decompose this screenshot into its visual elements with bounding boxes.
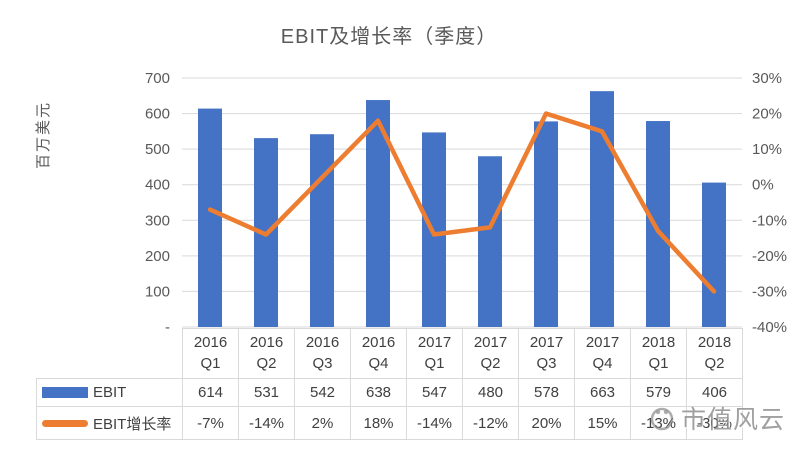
series-row-ebit: EBIT 614 531 542 638 547 480 578 663 579 406 xyxy=(36,378,743,407)
growth-legend-swatch xyxy=(42,419,88,427)
value-cell: -14% xyxy=(238,406,295,440)
value-cell: -12% xyxy=(462,406,519,440)
right-axis-tick: 0% xyxy=(752,177,774,194)
right-axis-tick: -20% xyxy=(752,248,787,265)
category-cell: 2017 Q3 xyxy=(518,328,575,379)
value-cell: 542 xyxy=(294,378,351,407)
ebit-bar-2017-q2 xyxy=(478,156,502,327)
left-axis-tick: 700 xyxy=(145,70,170,87)
category-cell: 2017 Q2 xyxy=(462,328,519,379)
value-cell: -7% xyxy=(182,406,239,440)
category-cell: 2018 Q2 xyxy=(686,328,743,379)
growth-line xyxy=(207,111,717,294)
value-cell: 406 xyxy=(686,378,743,407)
value-cell: 614 xyxy=(182,378,239,407)
left-axis-tick: 200 xyxy=(145,248,170,265)
growth-rate-line xyxy=(207,111,717,294)
series-name-label: EBIT xyxy=(93,384,127,401)
ebit-bar-2018-q2 xyxy=(702,182,726,327)
value-cell: -14% xyxy=(406,406,463,440)
value-cell: 578 xyxy=(518,378,575,407)
ebit-legend-swatch xyxy=(42,387,88,398)
ebit-bar-2017-q3 xyxy=(534,121,558,327)
category-cell: 2016 Q2 xyxy=(238,328,295,379)
value-cell: 663 xyxy=(574,378,631,407)
category-cell: 2016 Q3 xyxy=(294,328,351,379)
data-table: 2016 Q1 2016 Q2 2016 Q3 2016 Q4 2017 Q1 2017 Q2 2017… xyxy=(36,328,743,440)
value-cell: -13% xyxy=(630,406,687,440)
series-name-label: EBIT增长率 xyxy=(93,415,172,433)
right-axis-tick: -30% xyxy=(752,283,787,300)
left-axis-tick: 100 xyxy=(145,283,170,300)
series-row-growth: EBIT增长率 -7% -14% 2% 18% -14% -12% 20% 15% -13% -30… xyxy=(36,406,743,440)
chart-title: EBIT及增长率（季度） xyxy=(280,26,498,48)
legend-corner-cell xyxy=(37,329,183,379)
right-axis-tick: 20% xyxy=(752,106,782,123)
value-cell: 2% xyxy=(294,406,351,440)
category-cell: 2017 Q1 xyxy=(406,328,463,379)
left-axis-tick: - xyxy=(165,319,170,336)
left-axis-tick: 300 xyxy=(145,212,170,229)
value-cell: 579 xyxy=(630,378,687,407)
ebit-bar-2016-q1 xyxy=(198,108,222,327)
right-axis-tick: -10% xyxy=(752,212,787,229)
category-cell: 2016 Q4 xyxy=(350,328,407,379)
left-axis-tick: 600 xyxy=(145,106,170,123)
category-header-row: 2016 Q1 2016 Q2 2016 Q3 2016 Q4 2017 Q1 2017 Q2 2017… xyxy=(37,328,743,379)
value-cell: 20% xyxy=(518,406,575,440)
right-axis-tick: -40% xyxy=(752,319,787,336)
value-cell: 480 xyxy=(462,378,519,407)
value-cell: 547 xyxy=(406,378,463,407)
left-axis-tick: 500 xyxy=(145,141,170,158)
left-axis-tick: 400 xyxy=(145,177,170,194)
legend-cell: EBIT增长率 xyxy=(36,406,183,440)
value-cell: 18% xyxy=(350,406,407,440)
left-axis-tick-labels: 700 600 500 400 300 200 100 - xyxy=(145,70,170,336)
category-cell: 2016 Q1 xyxy=(182,328,239,379)
value-cell: 15% xyxy=(574,406,631,440)
ebit-bars xyxy=(198,91,726,327)
category-cell: 2017 Q4 xyxy=(574,328,631,379)
right-axis-tick-labels: 30% 20% 10% 0% -10% -20% -30% -40% xyxy=(752,70,787,336)
ebit-bar-2016-q3 xyxy=(310,134,334,327)
value-cell: 531 xyxy=(238,378,295,407)
value-cell: 638 xyxy=(350,378,407,407)
legend-cell: EBIT xyxy=(36,378,183,407)
value-cell: -30% xyxy=(686,406,743,440)
ebit-bar-2018-q1 xyxy=(646,121,670,327)
right-axis-tick: 10% xyxy=(752,141,782,158)
category-cell: 2018 Q1 xyxy=(630,328,687,379)
right-axis-tick: 30% xyxy=(752,70,782,87)
